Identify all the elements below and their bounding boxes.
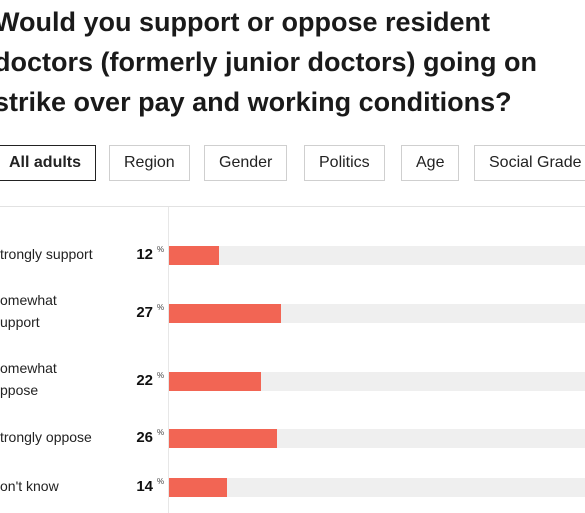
bar — [169, 246, 219, 265]
question-title: Would you support or oppose resident doc… — [0, 2, 585, 122]
tab-social-grade[interactable]: Social Grade — [474, 145, 585, 181]
response-label-line: omewhat — [0, 292, 57, 308]
response-label-line: ppose — [0, 382, 39, 398]
bar-track — [169, 246, 585, 265]
value-label: 26 — [136, 429, 153, 446]
bar-track — [169, 304, 585, 323]
title-line-3: strike over pay and working conditions? — [0, 87, 512, 117]
bar-track — [169, 478, 585, 497]
value-label: 14 — [136, 478, 153, 495]
tab-age[interactable]: Age — [401, 145, 460, 181]
percent-sign: % — [157, 477, 165, 486]
divider — [0, 206, 585, 207]
response-label: omewhat upport — [0, 289, 57, 333]
tab-all-adults[interactable]: All adults — [0, 145, 97, 181]
response-label-line: on't know — [0, 478, 59, 494]
title-line-1: Would you support or oppose resident — [0, 7, 491, 37]
response-label-line: omewhat — [0, 360, 57, 376]
percent-sign: % — [157, 303, 165, 312]
bar — [169, 304, 281, 323]
filter-tabs: All adults Region Gender Politics Age So… — [0, 145, 585, 183]
bar-track — [169, 429, 585, 448]
percent-sign: % — [157, 428, 165, 437]
response-label: omewhat ppose — [0, 357, 57, 401]
tab-gender[interactable]: Gender — [204, 145, 288, 181]
bar — [169, 478, 227, 497]
percent-sign: % — [157, 371, 165, 380]
response-label: on't know — [0, 475, 59, 497]
value-label: 27 — [136, 304, 153, 321]
bar — [169, 429, 277, 448]
bar-track — [169, 372, 585, 391]
bar — [169, 372, 261, 391]
percent-sign: % — [157, 245, 165, 254]
response-label-line: trongly oppose — [0, 429, 92, 445]
response-label: trongly support — [0, 243, 93, 265]
tab-politics[interactable]: Politics — [304, 145, 385, 181]
tab-region[interactable]: Region — [109, 145, 190, 181]
title-line-2: doctors (formerly junior doctors) going … — [0, 47, 537, 77]
value-label: 12 — [136, 246, 153, 263]
chart-axis-line — [168, 207, 169, 513]
value-label: 22 — [136, 372, 153, 389]
response-label-line: upport — [0, 314, 40, 330]
response-label-line: trongly support — [0, 246, 93, 262]
response-label: trongly oppose — [0, 426, 92, 448]
